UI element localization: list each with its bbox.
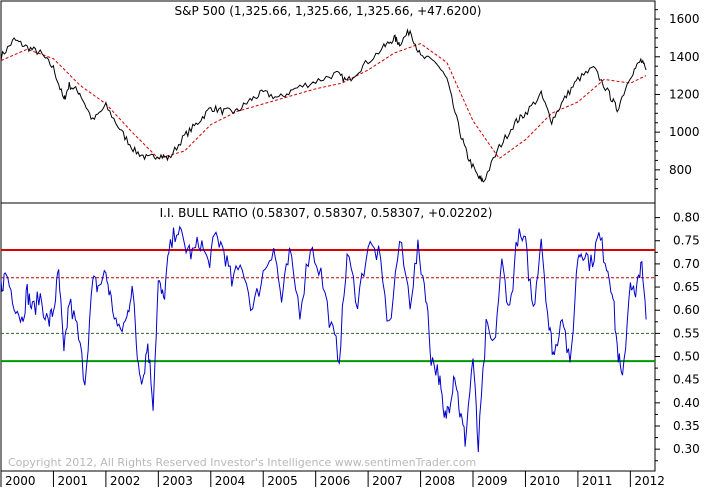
x-tick-label: 2012 (634, 474, 665, 487)
sp500-y-tick-label: 1200 (669, 87, 700, 101)
x-axis: 2000 2001 2002 2003 2004 2005 2006 2007 2008 2009… (0, 471, 665, 488)
x-tick-label: 2002 (110, 474, 141, 487)
x-tick-label: 2009 (477, 474, 508, 487)
bull-ratio-y-tick-label: 0.40 (673, 396, 700, 410)
x-tick-label: 2008 (425, 474, 456, 487)
x-tick-label: 2004 (215, 474, 246, 487)
sp500-y-tick-label: 800 (669, 163, 692, 177)
bull-ratio-y-tick-label: 0.30 (673, 442, 700, 456)
x-tick-label: 2001 (57, 474, 88, 487)
bull-ratio-series-group (0, 225, 647, 453)
x-tick-label: 2006 (320, 474, 351, 487)
bull-ratio-y-tick-label: 0.35 (673, 419, 700, 433)
x-tick-label: 2003 (162, 474, 193, 487)
x-tick-label: 2007 (372, 474, 403, 487)
bull-ratio-y-tick-label: 0.70 (673, 257, 700, 271)
sp500-y-tick-label: 1000 (669, 125, 700, 139)
sp500-price-line (0, 28, 647, 183)
x-tick-label: 2011 (582, 474, 613, 487)
bull-ratio-y-tick-label: 0.80 (673, 211, 700, 225)
sp500-y-tick-label: 1600 (669, 12, 700, 26)
x-tick-label: 2010 (529, 474, 560, 487)
bull-ratio-y-tick-label: 0.75 (673, 234, 700, 248)
bull-ratio-line (0, 225, 647, 453)
bull-ratio-title: I.I. BULL RATIO (0.58307, 0.58307, 0.583… (160, 206, 493, 220)
bull-ratio-y-tick-label: 0.45 (673, 373, 700, 387)
x-tick-label: 2000 (5, 474, 36, 487)
sp500-series-group (0, 28, 647, 183)
bull-ratio-y-tick-label: 0.60 (673, 303, 700, 317)
reference-lines (1, 249, 655, 363)
bull-ratio-y-axis: 0.80 0.75 0.70 0.65 0.60 0.55 0.50 0.45 0.40 0.35… (655, 211, 700, 462)
bull-ratio-y-tick-label: 0.50 (673, 350, 700, 364)
sp500-y-tick-label: 1400 (669, 50, 700, 64)
sp500-moving-average-line (0, 43, 647, 160)
sp500-y-axis: 800 1000 1200 1400 1600 (655, 9, 700, 190)
bull-ratio-y-tick-label: 0.65 (673, 280, 700, 294)
copyright-text: Copyright 2012, All Rights Reserved Inve… (8, 456, 476, 469)
sp500-title: S&P 500 (1,325.66, 1,325.66, 1,325.66, +… (175, 4, 482, 18)
bull-ratio-y-tick-label: 0.55 (673, 326, 700, 340)
x-tick-label: 2005 (267, 474, 298, 487)
